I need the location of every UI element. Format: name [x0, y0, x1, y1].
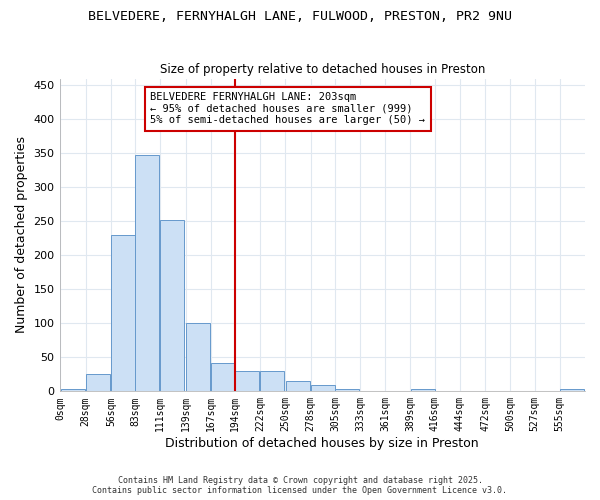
Y-axis label: Number of detached properties: Number of detached properties — [15, 136, 28, 334]
Title: Size of property relative to detached houses in Preston: Size of property relative to detached ho… — [160, 63, 485, 76]
Text: BELVEDERE FERNYHALGH LANE: 203sqm
← 95% of detached houses are smaller (999)
5% : BELVEDERE FERNYHALGH LANE: 203sqm ← 95% … — [151, 92, 425, 126]
Bar — [410, 390, 434, 392]
Bar — [311, 384, 335, 392]
Bar — [235, 371, 259, 392]
Bar — [86, 374, 110, 392]
Bar — [135, 156, 159, 392]
Bar — [560, 390, 584, 392]
Bar — [160, 220, 184, 392]
Text: BELVEDERE, FERNYHALGH LANE, FULWOOD, PRESTON, PR2 9NU: BELVEDERE, FERNYHALGH LANE, FULWOOD, PRE… — [88, 10, 512, 23]
X-axis label: Distribution of detached houses by size in Preston: Distribution of detached houses by size … — [166, 437, 479, 450]
Bar — [211, 363, 235, 392]
Bar — [61, 390, 85, 392]
Bar — [335, 390, 359, 392]
Text: Contains HM Land Registry data © Crown copyright and database right 2025.
Contai: Contains HM Land Registry data © Crown c… — [92, 476, 508, 495]
Bar — [111, 235, 135, 392]
Bar — [286, 381, 310, 392]
Bar — [260, 371, 284, 392]
Bar — [185, 324, 209, 392]
